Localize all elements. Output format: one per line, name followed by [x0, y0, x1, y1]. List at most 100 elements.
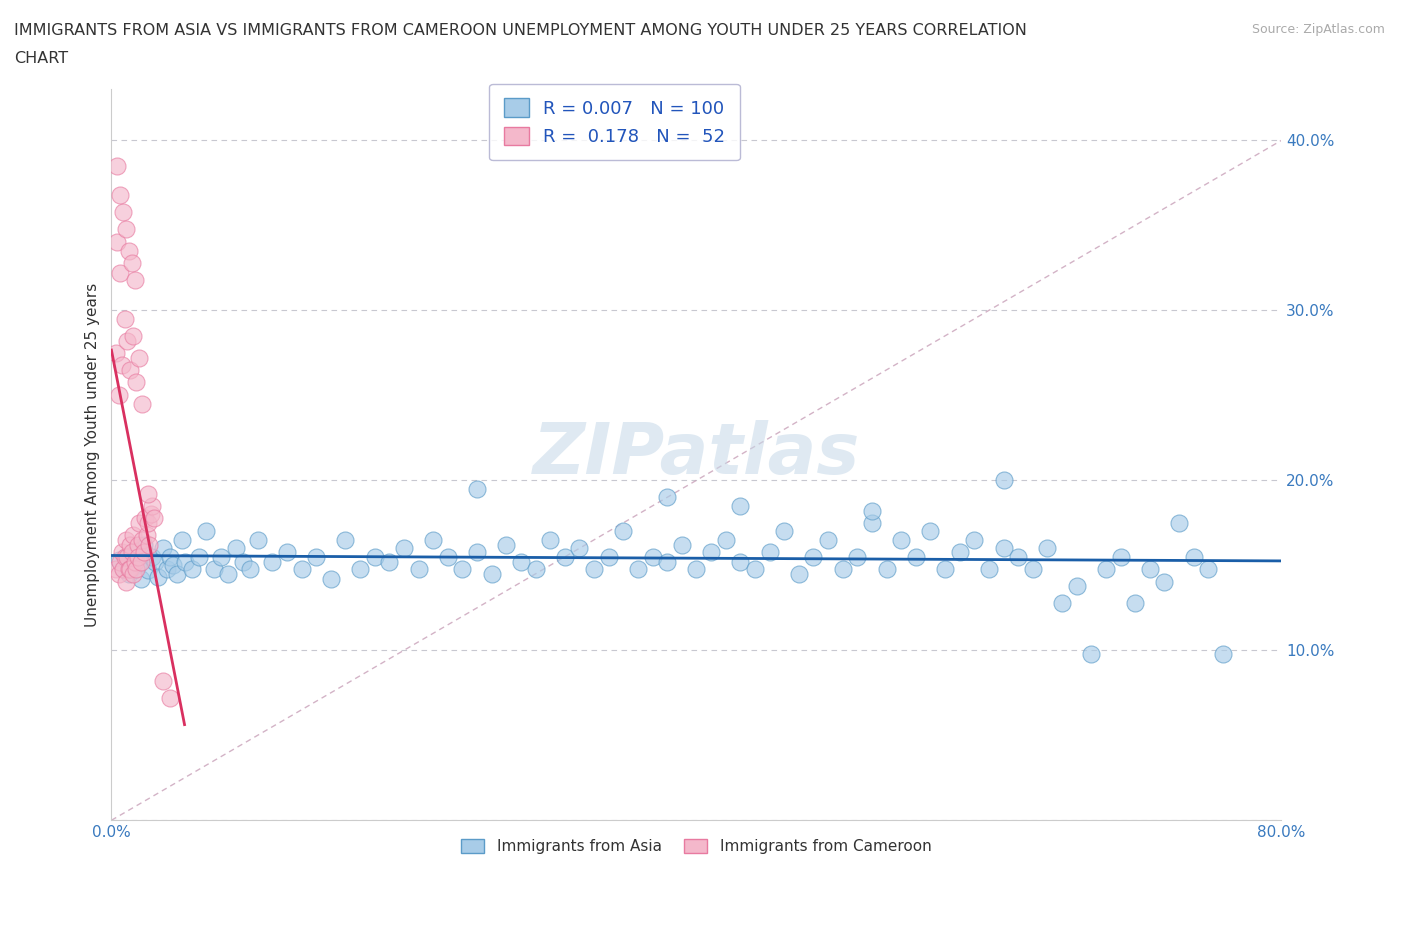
Point — [1182, 550, 1205, 565]
Point — [538, 532, 561, 547]
Point — [115, 550, 138, 565]
Point — [159, 690, 181, 705]
Point — [378, 554, 401, 569]
Point — [1168, 515, 1191, 530]
Point — [876, 562, 898, 577]
Point — [422, 532, 444, 547]
Point — [202, 562, 225, 577]
Point — [993, 472, 1015, 487]
Point — [141, 498, 163, 513]
Point — [817, 532, 839, 547]
Point — [730, 498, 752, 513]
Point — [122, 328, 145, 343]
Point — [305, 550, 328, 565]
Point — [685, 562, 707, 577]
Point — [239, 562, 262, 577]
Point — [132, 544, 155, 559]
Point — [860, 515, 883, 530]
Point — [118, 244, 141, 259]
Point — [104, 345, 127, 360]
Point — [671, 538, 693, 552]
Point — [129, 554, 152, 569]
Point — [1050, 595, 1073, 610]
Point — [136, 563, 159, 578]
Point — [115, 221, 138, 236]
Point — [246, 532, 269, 547]
Point — [114, 550, 136, 565]
Point — [122, 527, 145, 542]
Point — [138, 538, 160, 552]
Point — [209, 550, 232, 565]
Point — [128, 351, 150, 365]
Point — [276, 544, 298, 559]
Point — [949, 544, 972, 559]
Point — [129, 572, 152, 587]
Point — [115, 532, 138, 547]
Point — [125, 562, 148, 577]
Point — [612, 524, 634, 538]
Point — [657, 490, 679, 505]
Point — [582, 562, 605, 577]
Point — [904, 550, 927, 565]
Point — [152, 673, 174, 688]
Point — [127, 550, 149, 565]
Point — [262, 554, 284, 569]
Point — [105, 158, 128, 173]
Point — [977, 562, 1000, 577]
Point — [465, 482, 488, 497]
Y-axis label: Unemployment Among Youth under 25 years: Unemployment Among Youth under 25 years — [86, 283, 100, 627]
Point — [554, 550, 576, 565]
Point — [195, 524, 218, 538]
Point — [112, 562, 135, 577]
Point — [1123, 595, 1146, 610]
Point — [714, 532, 737, 547]
Legend: Immigrants from Asia, Immigrants from Cameroon: Immigrants from Asia, Immigrants from Ca… — [456, 832, 938, 860]
Point — [773, 524, 796, 538]
Point — [128, 515, 150, 530]
Point — [1066, 578, 1088, 593]
Point — [166, 566, 188, 581]
Point — [1095, 562, 1118, 577]
Text: CHART: CHART — [14, 51, 67, 66]
Point — [121, 256, 143, 271]
Point — [118, 562, 141, 577]
Point — [436, 550, 458, 565]
Text: Source: ZipAtlas.com: Source: ZipAtlas.com — [1251, 23, 1385, 36]
Point — [118, 566, 141, 581]
Point — [142, 511, 165, 525]
Point — [890, 532, 912, 547]
Point — [152, 541, 174, 556]
Point — [934, 562, 956, 577]
Point — [132, 538, 155, 552]
Point — [117, 550, 139, 565]
Point — [1080, 646, 1102, 661]
Point — [1036, 541, 1059, 556]
Point — [392, 541, 415, 556]
Point — [141, 550, 163, 565]
Text: IMMIGRANTS FROM ASIA VS IMMIGRANTS FROM CAMEROON UNEMPLOYMENT AMONG YOUTH UNDER : IMMIGRANTS FROM ASIA VS IMMIGRANTS FROM … — [14, 23, 1026, 38]
Point — [156, 562, 179, 577]
Point — [225, 541, 247, 556]
Point — [112, 205, 135, 219]
Point — [120, 562, 142, 577]
Point — [159, 550, 181, 565]
Point — [1197, 562, 1219, 577]
Point — [108, 187, 131, 202]
Point — [495, 538, 517, 552]
Point — [627, 562, 650, 577]
Point — [112, 562, 135, 577]
Point — [1007, 550, 1029, 565]
Point — [524, 562, 547, 577]
Point — [173, 554, 195, 569]
Point — [131, 532, 153, 547]
Point — [104, 562, 127, 577]
Point — [700, 544, 723, 559]
Point — [758, 544, 780, 559]
Point — [349, 562, 371, 577]
Point — [134, 511, 156, 525]
Point — [111, 544, 134, 559]
Point — [744, 562, 766, 577]
Point — [787, 566, 810, 581]
Point — [598, 550, 620, 565]
Point — [105, 235, 128, 250]
